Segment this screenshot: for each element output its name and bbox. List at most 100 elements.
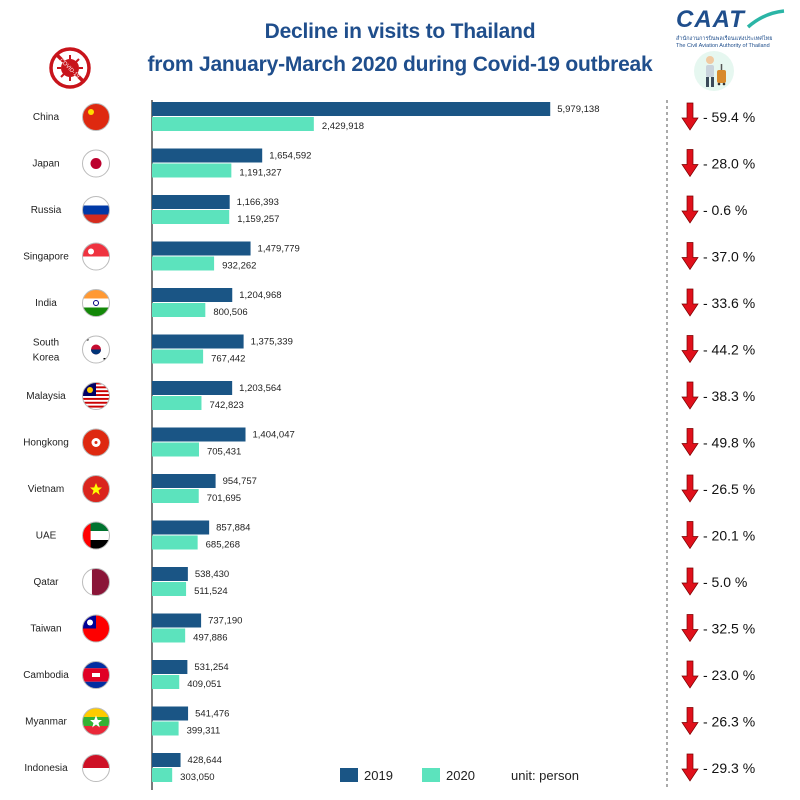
row-japan: Japan 1,654,592 1,191,327 - 28.0 % xyxy=(32,148,755,179)
down-arrow-icon xyxy=(681,288,699,317)
flag-stripe xyxy=(82,307,110,317)
flag-stripe xyxy=(82,708,110,717)
bar-2020 xyxy=(152,675,180,689)
bar-2019 xyxy=(152,334,244,349)
category-label: Russia xyxy=(31,205,62,216)
flag-artwork xyxy=(82,754,110,782)
logo-subtitle-english: The Civil Aviation Authority of Thailand xyxy=(676,43,770,49)
data-label-2019: 541,476 xyxy=(195,709,229,720)
data-label-2019: 531,254 xyxy=(194,662,228,673)
flag-rim xyxy=(82,521,110,550)
row-russia: Russia 1,166,393 1,159,257 - 0.6 % xyxy=(31,195,747,225)
category-label: Malaysia xyxy=(26,391,66,402)
category-label: Japan xyxy=(32,159,59,170)
bar-2020 xyxy=(152,349,204,364)
data-label-2020: 409,051 xyxy=(187,679,221,690)
down-arrow-icon xyxy=(681,753,699,782)
flag-stripe xyxy=(82,540,110,549)
flag-stripe xyxy=(82,754,110,768)
vietnam-flag xyxy=(82,475,110,503)
data-label-2020: 705,431 xyxy=(207,447,241,458)
down-arrow-icon xyxy=(681,428,699,457)
legend-swatch-2019 xyxy=(340,768,358,782)
flag-stripe xyxy=(82,196,110,206)
flag-rim xyxy=(82,103,110,131)
data-label-2019: 538,430 xyxy=(195,569,229,580)
category-label: South Korea xyxy=(33,338,60,364)
change-percent-label: - 29.3 % xyxy=(703,760,755,776)
flag-stripe xyxy=(82,522,110,531)
change-percent-label: - 28.0 % xyxy=(703,156,755,172)
change-percent-label: - 20.1 % xyxy=(703,528,755,544)
flag-rim xyxy=(82,335,110,364)
category-label: Taiwan xyxy=(30,624,61,635)
flag-rim xyxy=(82,382,110,410)
category-label: Qatar xyxy=(33,577,59,588)
hongkong-flag xyxy=(82,428,110,457)
chart-title-line-1: Decline in visits to Thailand xyxy=(264,20,536,43)
bar-2019 xyxy=(152,753,181,767)
caat-logo: CAAT สำนักงานการบินพลเรือนแห่งประเทศไทย … xyxy=(672,6,792,52)
data-label-2019: 1,375,339 xyxy=(251,337,293,348)
russia-flag xyxy=(82,196,110,224)
bar-2019 xyxy=(152,520,210,535)
data-label-2020: 767,442 xyxy=(211,354,245,365)
row-indonesia: Indonesia 428,644 303,050 - 29.3 % xyxy=(24,753,755,783)
bar-2020 xyxy=(152,535,198,550)
flag-taeguk-lower xyxy=(91,349,101,355)
flag-star xyxy=(90,483,102,495)
change-percent-label: - 32.5 % xyxy=(703,621,755,637)
flag-stripe xyxy=(82,531,110,540)
flag-artwork xyxy=(82,615,110,642)
singapore-flag xyxy=(82,242,110,271)
category-label: Hongkong xyxy=(23,438,69,449)
flag-hoist xyxy=(82,568,92,596)
data-label-2019: 1,654,592 xyxy=(269,151,311,162)
category-label-line: Korea xyxy=(33,353,60,364)
china-flag xyxy=(82,103,110,131)
change-percent-label: - 38.3 % xyxy=(703,388,755,404)
flag-star xyxy=(88,109,94,115)
flag-bauhinia-center xyxy=(94,441,98,444)
flag-artwork xyxy=(82,708,110,735)
flag-rim xyxy=(82,289,110,317)
legend-item-2020: 2020 xyxy=(422,768,475,783)
row-india: India 1,204,968 800,506 - 33.6 % xyxy=(35,288,755,318)
down-arrow-icon xyxy=(681,660,699,689)
row-china: China 5,979,138 2,429,918 - 59.4 % xyxy=(33,102,755,132)
south-korea-flag xyxy=(82,335,110,364)
bar-2020 xyxy=(152,442,199,457)
covid-prohibited-icon: COVID-19 xyxy=(49,47,91,89)
data-label-2020: 399,311 xyxy=(187,726,221,737)
legend-swatch-2020 xyxy=(422,768,440,782)
data-label-2020: 511,524 xyxy=(194,586,228,597)
bar-2020 xyxy=(152,582,187,596)
category-label: India xyxy=(35,298,57,309)
data-label-2020: 800,506 xyxy=(213,307,247,318)
unit-label: unit: person xyxy=(511,768,579,783)
flag-stripe xyxy=(82,214,110,224)
flag-artwork xyxy=(82,522,110,549)
data-label-2020: 701,695 xyxy=(207,493,241,504)
malaysia-flag xyxy=(82,382,110,410)
data-label-2019: 1,203,564 xyxy=(239,383,281,394)
flag-artwork xyxy=(82,243,110,270)
traveler-with-luggage-icon xyxy=(694,51,734,91)
flag-stripe xyxy=(82,256,110,270)
cambodia-flag xyxy=(82,661,110,689)
bar-2020 xyxy=(152,628,186,643)
change-percent-label: - 33.6 % xyxy=(703,295,755,311)
bar-2020 xyxy=(152,210,230,224)
data-label-2020: 1,191,327 xyxy=(239,168,281,179)
flag-temple xyxy=(92,673,100,677)
india-flag xyxy=(82,289,110,317)
flag-rim xyxy=(82,242,110,271)
down-arrow-icon xyxy=(681,474,699,503)
flag-crescent xyxy=(88,248,94,255)
flag-rim xyxy=(82,475,110,503)
flag-stripe xyxy=(82,681,110,689)
myanmar-flag xyxy=(82,707,110,736)
flag-stripe xyxy=(82,289,110,299)
category-label-line: South xyxy=(33,338,59,349)
